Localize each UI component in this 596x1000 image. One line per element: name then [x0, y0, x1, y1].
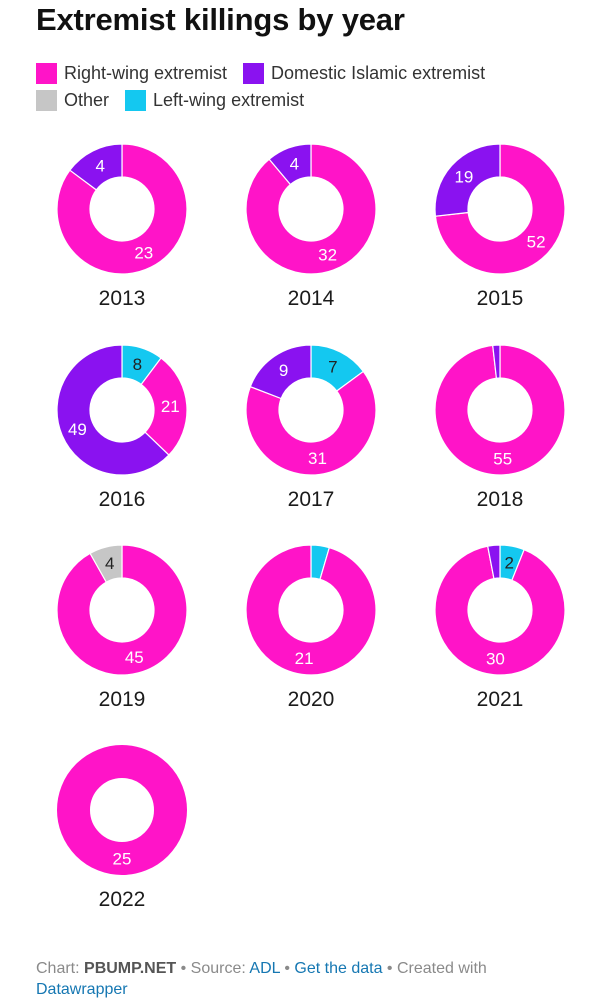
- footer-chart-by: PBUMP.NET: [84, 960, 177, 977]
- donut-chart-2016: 8 21 49: [32, 320, 212, 500]
- donut-svg: 2 30: [434, 544, 566, 676]
- donut-slice-right-wing-extremist: [140, 357, 188, 456]
- donut-slice-right-wing-extremist: [245, 544, 377, 676]
- donut-slice-right-wing-extremist: [245, 370, 377, 476]
- donut-slice-right-wing-extremist: [57, 745, 187, 875]
- donut-slice-right-wing-extremist: [245, 143, 377, 275]
- donut-slice-right-wing-extremist: [56, 544, 188, 676]
- donut-grid: 23 4 2013 32 4 2014 52 19 2015 8 21 49 2016 7 31 9 2017 5…: [32, 119, 590, 911]
- donut-slice-left-wing-extremist: [499, 544, 525, 582]
- footer-chart-prefix: Chart:: [36, 960, 85, 977]
- donut-slice-other: [89, 544, 123, 583]
- donut-slice-left-wing-extremist: [310, 544, 331, 581]
- donut-svg: 45 4: [56, 544, 188, 676]
- data-label: 30: [486, 649, 505, 668]
- data-label: 52: [527, 232, 546, 251]
- year-label: 2020: [287, 688, 335, 711]
- year-label: 2016: [98, 488, 146, 511]
- donut-chart-2021: 2 30: [410, 520, 590, 700]
- data-label: 9: [279, 361, 288, 380]
- donut-slice-domestic-islamic-extremist: [69, 143, 123, 191]
- donut-slice-right-wing-extremist: [434, 545, 566, 676]
- donut-svg: 7 31 9: [245, 344, 377, 476]
- donut-svg: 52 19: [434, 143, 566, 275]
- legend-swatch-right-wing: [36, 63, 57, 84]
- legend-label: Other: [64, 90, 110, 110]
- donut-slice-left-wing-extremist: [310, 344, 365, 392]
- year-label: 2013: [98, 287, 146, 310]
- chart-footer: Chart: PBUMP.NET • Source: ADL • Get the…: [36, 958, 576, 1000]
- legend-item-left-wing: Left-wing extremist: [125, 90, 304, 111]
- legend-label: Domestic Islamic extremist: [271, 63, 486, 83]
- get-the-data-link[interactable]: Get the data: [294, 960, 383, 977]
- data-label: 2: [504, 553, 513, 572]
- year-label: 2018: [476, 488, 524, 511]
- footer-sep: •: [279, 960, 295, 977]
- data-label: 4: [105, 554, 114, 573]
- datawrapper-link[interactable]: Datawrapper: [36, 981, 128, 998]
- legend-label: Left-wing extremist: [153, 90, 305, 110]
- data-label: 32: [318, 246, 337, 265]
- donut-slice-right-wing-extremist: [434, 344, 566, 476]
- footer-source-prefix: • Source:: [176, 960, 250, 977]
- data-label: 23: [134, 243, 153, 262]
- data-label: 4: [95, 157, 104, 176]
- donut-chart-2019: 45 4: [32, 520, 212, 700]
- data-label: 31: [308, 449, 327, 468]
- legend-item-other: Other: [36, 90, 109, 111]
- legend-item-right-wing: Right-wing extremist: [36, 63, 227, 84]
- legend-item-domestic-islamic: Domestic Islamic extremist: [243, 63, 485, 84]
- donut-slice-right-wing-extremist: [434, 143, 566, 275]
- footer-created-prefix: • Created with: [382, 960, 487, 977]
- donut-chart-2013: 23 4: [32, 119, 212, 299]
- legend-label: Right-wing extremist: [64, 63, 228, 83]
- data-label: 21: [161, 397, 180, 416]
- donut-chart-2017: 7 31 9: [221, 320, 401, 500]
- donut-slice-domestic-islamic-extremist: [492, 344, 501, 379]
- donut-chart-2014: 32 4: [221, 119, 401, 299]
- donut-svg: 32 4: [245, 143, 377, 275]
- donut-slice-domestic-islamic-extremist: [486, 544, 501, 580]
- year-label: 2017: [287, 488, 335, 511]
- donut-slice-domestic-islamic-extremist: [434, 143, 501, 217]
- data-label: 49: [68, 420, 87, 439]
- donut-svg: 23 4: [56, 143, 188, 275]
- donut-svg: 25: [57, 745, 187, 875]
- year-label: 2019: [98, 688, 146, 711]
- chart-title: Extremist killings by year: [36, 2, 405, 37]
- donut-svg: 8 21 49: [56, 344, 188, 476]
- data-label: 7: [328, 358, 337, 377]
- data-label: 45: [125, 648, 144, 667]
- year-label: 2021: [476, 688, 524, 711]
- source-link[interactable]: ADL: [249, 960, 280, 977]
- data-label: 55: [493, 449, 512, 468]
- data-label: 19: [454, 168, 473, 187]
- donut-chart-2020: 21: [221, 520, 401, 700]
- donut-chart-2015: 52 19: [410, 119, 590, 299]
- year-label: 2014: [287, 287, 335, 310]
- donut-slice-domestic-islamic-extremist: [56, 344, 170, 476]
- legend-swatch-other: [36, 90, 57, 111]
- donut-slice-right-wing-extremist: [56, 143, 188, 275]
- donut-svg: 21: [245, 544, 377, 676]
- data-label: 25: [113, 850, 132, 869]
- year-label: 2015: [476, 287, 524, 310]
- data-label: 4: [290, 154, 299, 173]
- data-label: 21: [295, 649, 314, 668]
- year-label: 2022: [98, 888, 146, 911]
- legend: Right-wing extremist Domestic Islamic ex…: [36, 60, 576, 114]
- data-label: 8: [133, 355, 142, 374]
- donut-chart-2018: 55: [410, 320, 590, 500]
- donut-slice-domestic-islamic-extremist: [268, 143, 312, 186]
- donut-slice-domestic-islamic-extremist: [249, 344, 312, 400]
- donut-slice-left-wing-extremist: [121, 344, 162, 386]
- donut-chart-2022: 25: [32, 720, 212, 900]
- legend-swatch-left-wing: [125, 90, 147, 111]
- donut-svg: 55: [434, 344, 566, 476]
- legend-swatch-domestic-islamic: [243, 63, 265, 84]
